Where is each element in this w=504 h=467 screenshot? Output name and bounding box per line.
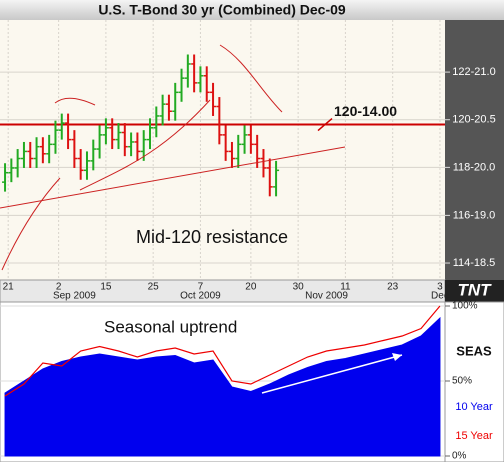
y-tick-label: 118-20.0 — [453, 161, 496, 173]
x-tick-label-month: Sep 2009 — [53, 291, 96, 302]
title-bar — [0, 0, 504, 20]
series-line — [4, 305, 441, 397]
y-tick-label: 0% — [452, 451, 467, 462]
trend-line — [1, 177, 61, 271]
y-tick-label: 120-20.5 — [452, 114, 495, 126]
x-tick-label: 23 — [387, 282, 399, 293]
x-tick-label: 3 — [437, 282, 443, 293]
trend-line — [0, 146, 346, 209]
resistance-pointer — [317, 117, 333, 132]
arrow-head — [392, 353, 402, 361]
legend-label: 10 Year — [455, 401, 493, 413]
logo: TNT — [457, 280, 492, 299]
y-tick-label: 116-19.0 — [453, 209, 496, 221]
seasonal-axis — [444, 301, 504, 463]
x-tick-label: 11 — [340, 282, 351, 293]
annotation: Mid-120 resistance — [136, 227, 288, 247]
resistance-label: 120-14.00 — [334, 103, 397, 119]
trend-arc — [54, 97, 96, 106]
y-tick-label: 114-18.5 — [453, 257, 496, 269]
chart-title: U.S. T-Bond 30 yr (Combined) Dec-09 — [98, 2, 346, 18]
x-tick-label-month: Dec — [431, 291, 449, 302]
y-tick-label: 50% — [452, 376, 472, 387]
annotation: Seasonal uptrend — [104, 317, 237, 336]
x-tick-label: 20 — [245, 282, 257, 293]
x-tick-label-month: Oct 2009 — [180, 291, 221, 302]
legend-title: SEAS — [456, 343, 492, 358]
trend-arc — [219, 44, 283, 113]
legend-label: 15 Year — [455, 430, 493, 442]
x-tick-label: 25 — [148, 282, 160, 293]
x-tick-label: 21 — [3, 282, 15, 293]
trend-arc — [79, 99, 211, 191]
x-tick-label-month: Nov 2009 — [305, 291, 348, 302]
x-tick-label: 15 — [100, 282, 112, 293]
y-tick-label: 100% — [452, 301, 478, 312]
y-tick-label: 122-21.0 — [452, 66, 495, 78]
series-area — [4, 316, 441, 457]
x-tick-label: 7 — [198, 282, 204, 293]
layer: 114-18.5 116-19.0 118-20.0 120-20.5 122-21.0… — [0, 20, 496, 462]
logo-box — [445, 280, 504, 302]
price-axis — [445, 20, 504, 280]
x-tick-label: 2 — [56, 282, 62, 293]
x-tick-label: 30 — [293, 282, 305, 293]
arrow-line — [261, 354, 403, 394]
